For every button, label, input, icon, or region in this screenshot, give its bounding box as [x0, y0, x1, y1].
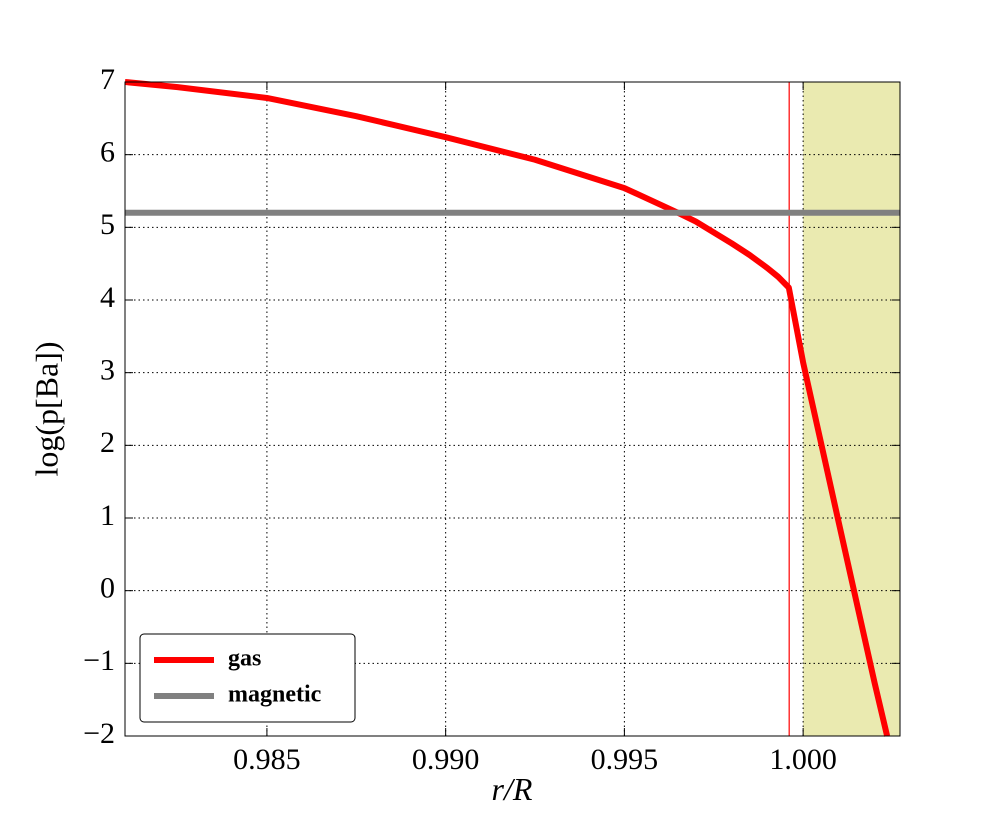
y-tick-label: 1: [100, 499, 115, 532]
y-tick-label: 6: [100, 136, 115, 169]
y-axis-label: log(p[Ba]): [28, 341, 64, 476]
y-tick-label: 0: [100, 572, 115, 605]
y-tick-label: 3: [100, 354, 115, 387]
x-axis-label: r/R: [492, 771, 533, 807]
x-tick-label: 0.995: [591, 743, 659, 776]
y-tick-label: 5: [100, 208, 115, 241]
x-tick-label: 0.990: [412, 743, 480, 776]
y-tick-label: 4: [100, 281, 115, 314]
y-tick-label: 7: [100, 63, 115, 96]
shaded-region: [803, 82, 900, 736]
x-tick-label: 0.985: [233, 743, 301, 776]
legend-label: magnetic: [228, 682, 322, 708]
y-tick-label: −2: [83, 717, 115, 750]
y-tick-label: −1: [83, 644, 115, 677]
y-tick-label: 2: [100, 426, 115, 459]
x-tick-label: 1.000: [769, 743, 837, 776]
legend-box: [139, 633, 356, 723]
plot-frame: [124, 81, 901, 737]
legend-label: gas: [228, 646, 261, 672]
data-line: [124, 79, 891, 737]
